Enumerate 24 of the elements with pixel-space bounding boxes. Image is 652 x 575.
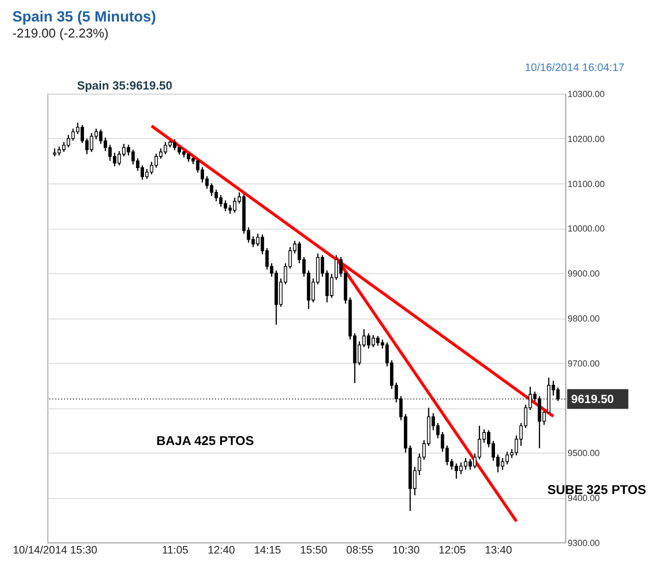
x-tick-label: 12:05	[438, 544, 466, 557]
x-tick-label: 14:15	[254, 544, 282, 557]
x-tick-label: 13:40	[484, 544, 512, 557]
x-tick-label: 15:50	[300, 544, 328, 557]
y-tick-label: 9700.00	[568, 358, 600, 368]
x-tick-label: 10:30	[392, 544, 420, 557]
x-tick-label: 10/14/2014 15:30	[12, 544, 98, 557]
chart-title: Spain 35 (5 Minutos)	[12, 10, 156, 26]
y-tick-label: 9900.00	[568, 268, 600, 279]
y-tick-label: 10300.00	[568, 89, 605, 100]
y-tick-label: 9800.00	[568, 313, 600, 324]
x-tick-label: 11:05	[162, 544, 188, 557]
text: 10/16/2014 16:04:17	[524, 62, 624, 74]
ref-line-label: 9619.50	[571, 392, 614, 406]
chart-subtitle: -219.00 (-2.23%)	[12, 25, 109, 40]
y-tick-label: 10000.00	[568, 224, 605, 234]
y-tick-label: 9500.00	[568, 448, 600, 458]
x-tick-label: 08:55	[346, 544, 374, 557]
y-tick-label: 9300.00	[568, 538, 600, 548]
x-tick-label: 12:40	[208, 544, 235, 557]
y-tick-label: 10200.00	[568, 134, 605, 144]
annotation: BAJA 425 PTOS	[156, 432, 254, 448]
text: Spain 35:9619.50	[76, 78, 173, 93]
y-tick-label: 10100.00	[568, 178, 605, 189]
